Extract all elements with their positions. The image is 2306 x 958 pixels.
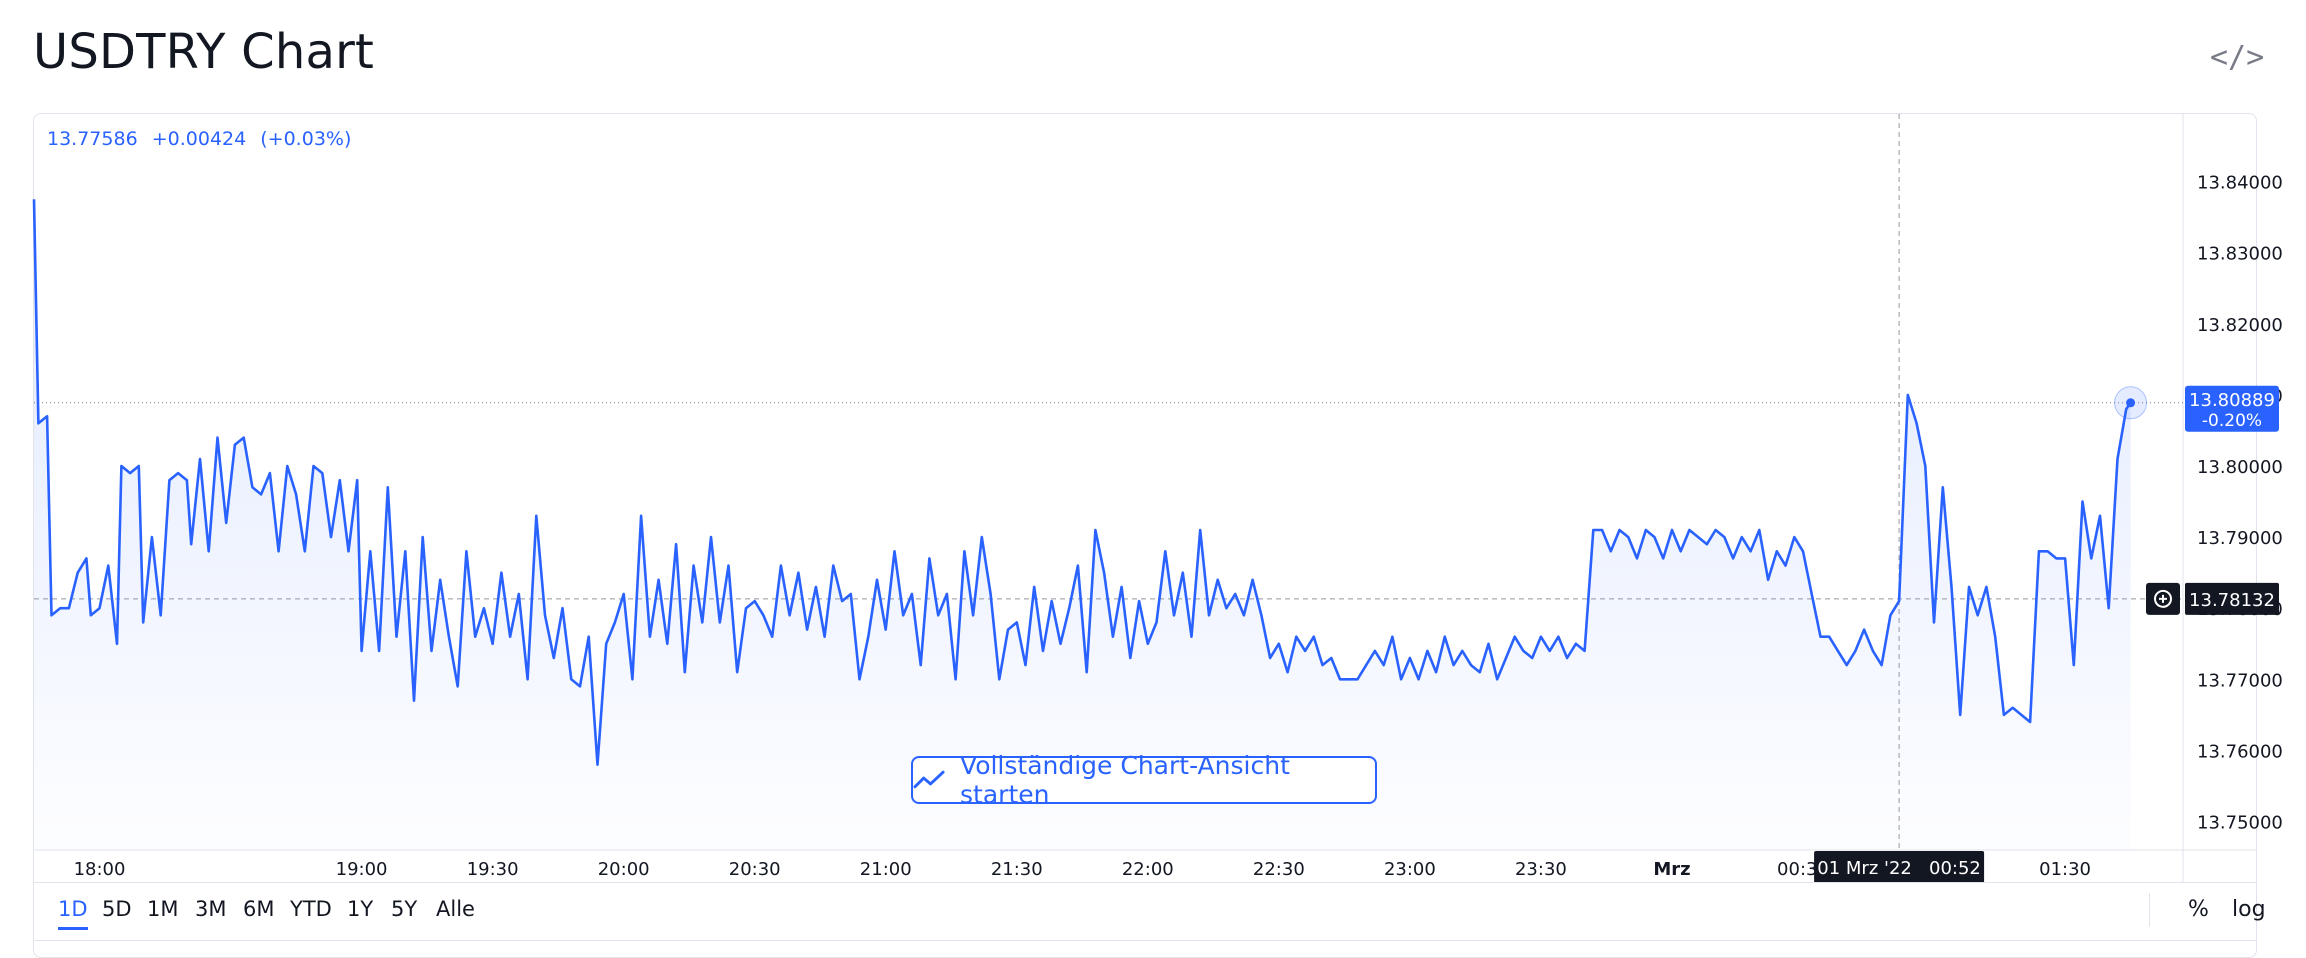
x-tick-label: 20:30 (729, 859, 781, 880)
page-title: USDTRY Chart (33, 24, 375, 80)
x-tick-label: 22:00 (1122, 859, 1174, 880)
full-chart-view-button[interactable]: Vollständige Chart-Ansicht starten (911, 751, 1377, 809)
percent-scale-toggle[interactable]: % (2188, 897, 2209, 922)
y-tick-label: 13.80000 (2197, 457, 2283, 478)
full-chart-view-label: Vollständige Chart-Ansicht starten (960, 751, 1290, 809)
crosshair-time-tag (1814, 851, 1985, 883)
y-tick-label: 13.75000 (2197, 813, 2283, 834)
last-price-tag (2185, 385, 2279, 432)
y-tick-label: 13.83000 (2197, 244, 2283, 265)
y-tick-label: 13.79000 (2197, 528, 2283, 549)
x-tick-label: Mrz (1653, 859, 1690, 880)
range-all[interactable]: Alle (436, 897, 475, 921)
x-tick-label: 21:30 (991, 859, 1043, 880)
log-scale-toggle[interactable]: log (2232, 897, 2266, 922)
x-tick-label: 19:30 (467, 859, 519, 880)
y-tick-label: 13.82000 (2197, 315, 2283, 336)
series-line (32, 199, 2132, 766)
range-1m[interactable]: 1M (147, 897, 179, 921)
trend-line-icon (913, 770, 945, 789)
y-tick-label: 13.76000 (2197, 741, 2283, 762)
legend-change: +0.00424 (151, 128, 247, 150)
range-6m[interactable]: 6M (243, 897, 275, 921)
price-legend: 13.77586 +0.00424 (+0.03%) (47, 128, 359, 150)
last-point-marker (2126, 398, 2136, 408)
x-tick-label: 18:00 (74, 859, 126, 880)
legend-price: 13.77586 (47, 128, 138, 150)
x-tick-label: 19:00 (336, 859, 388, 880)
range-5y[interactable]: 5Y (391, 897, 418, 921)
x-tick-label: 21:00 (860, 859, 912, 880)
range-3m[interactable]: 3M (195, 897, 227, 921)
range-1y[interactable]: 1Y (347, 897, 374, 921)
bottom-divider (33, 940, 2257, 941)
crosshair-price-tag (2185, 582, 2279, 615)
last-price-value: 13.80889 (2189, 390, 2275, 411)
y-tick-label: 13.84000 (2197, 173, 2283, 194)
range-1d[interactable]: 1D (58, 897, 88, 930)
x-tick-label: 23:00 (1384, 859, 1436, 880)
x-tick-label: 23:30 (1515, 859, 1567, 880)
alert-clock-icon (2154, 589, 2172, 608)
range-ytd[interactable]: YTD (290, 897, 332, 921)
x-tick-label: 01:30 (2039, 859, 2091, 880)
crosshair-price-value: 13.78132 (2189, 590, 2275, 611)
range-toolbar: 1D 5D 1M 3M 6M YTD 1Y 5Y Alle % log (33, 882, 2266, 940)
y-tick-label: 13.77000 (2197, 670, 2283, 691)
range-5d[interactable]: 5D (102, 897, 132, 921)
crosshair-time-value: 01 Mrz '22 00:52 (1817, 858, 1981, 879)
x-tick-label: 20:00 (598, 859, 650, 880)
x-tick-label: 22:30 (1253, 859, 1305, 880)
range-divider (2149, 893, 2150, 927)
legend-change-pct: (+0.03%) (260, 128, 352, 150)
series-area (34, 199, 2131, 851)
last-price-change: -0.20% (2202, 411, 2262, 431)
